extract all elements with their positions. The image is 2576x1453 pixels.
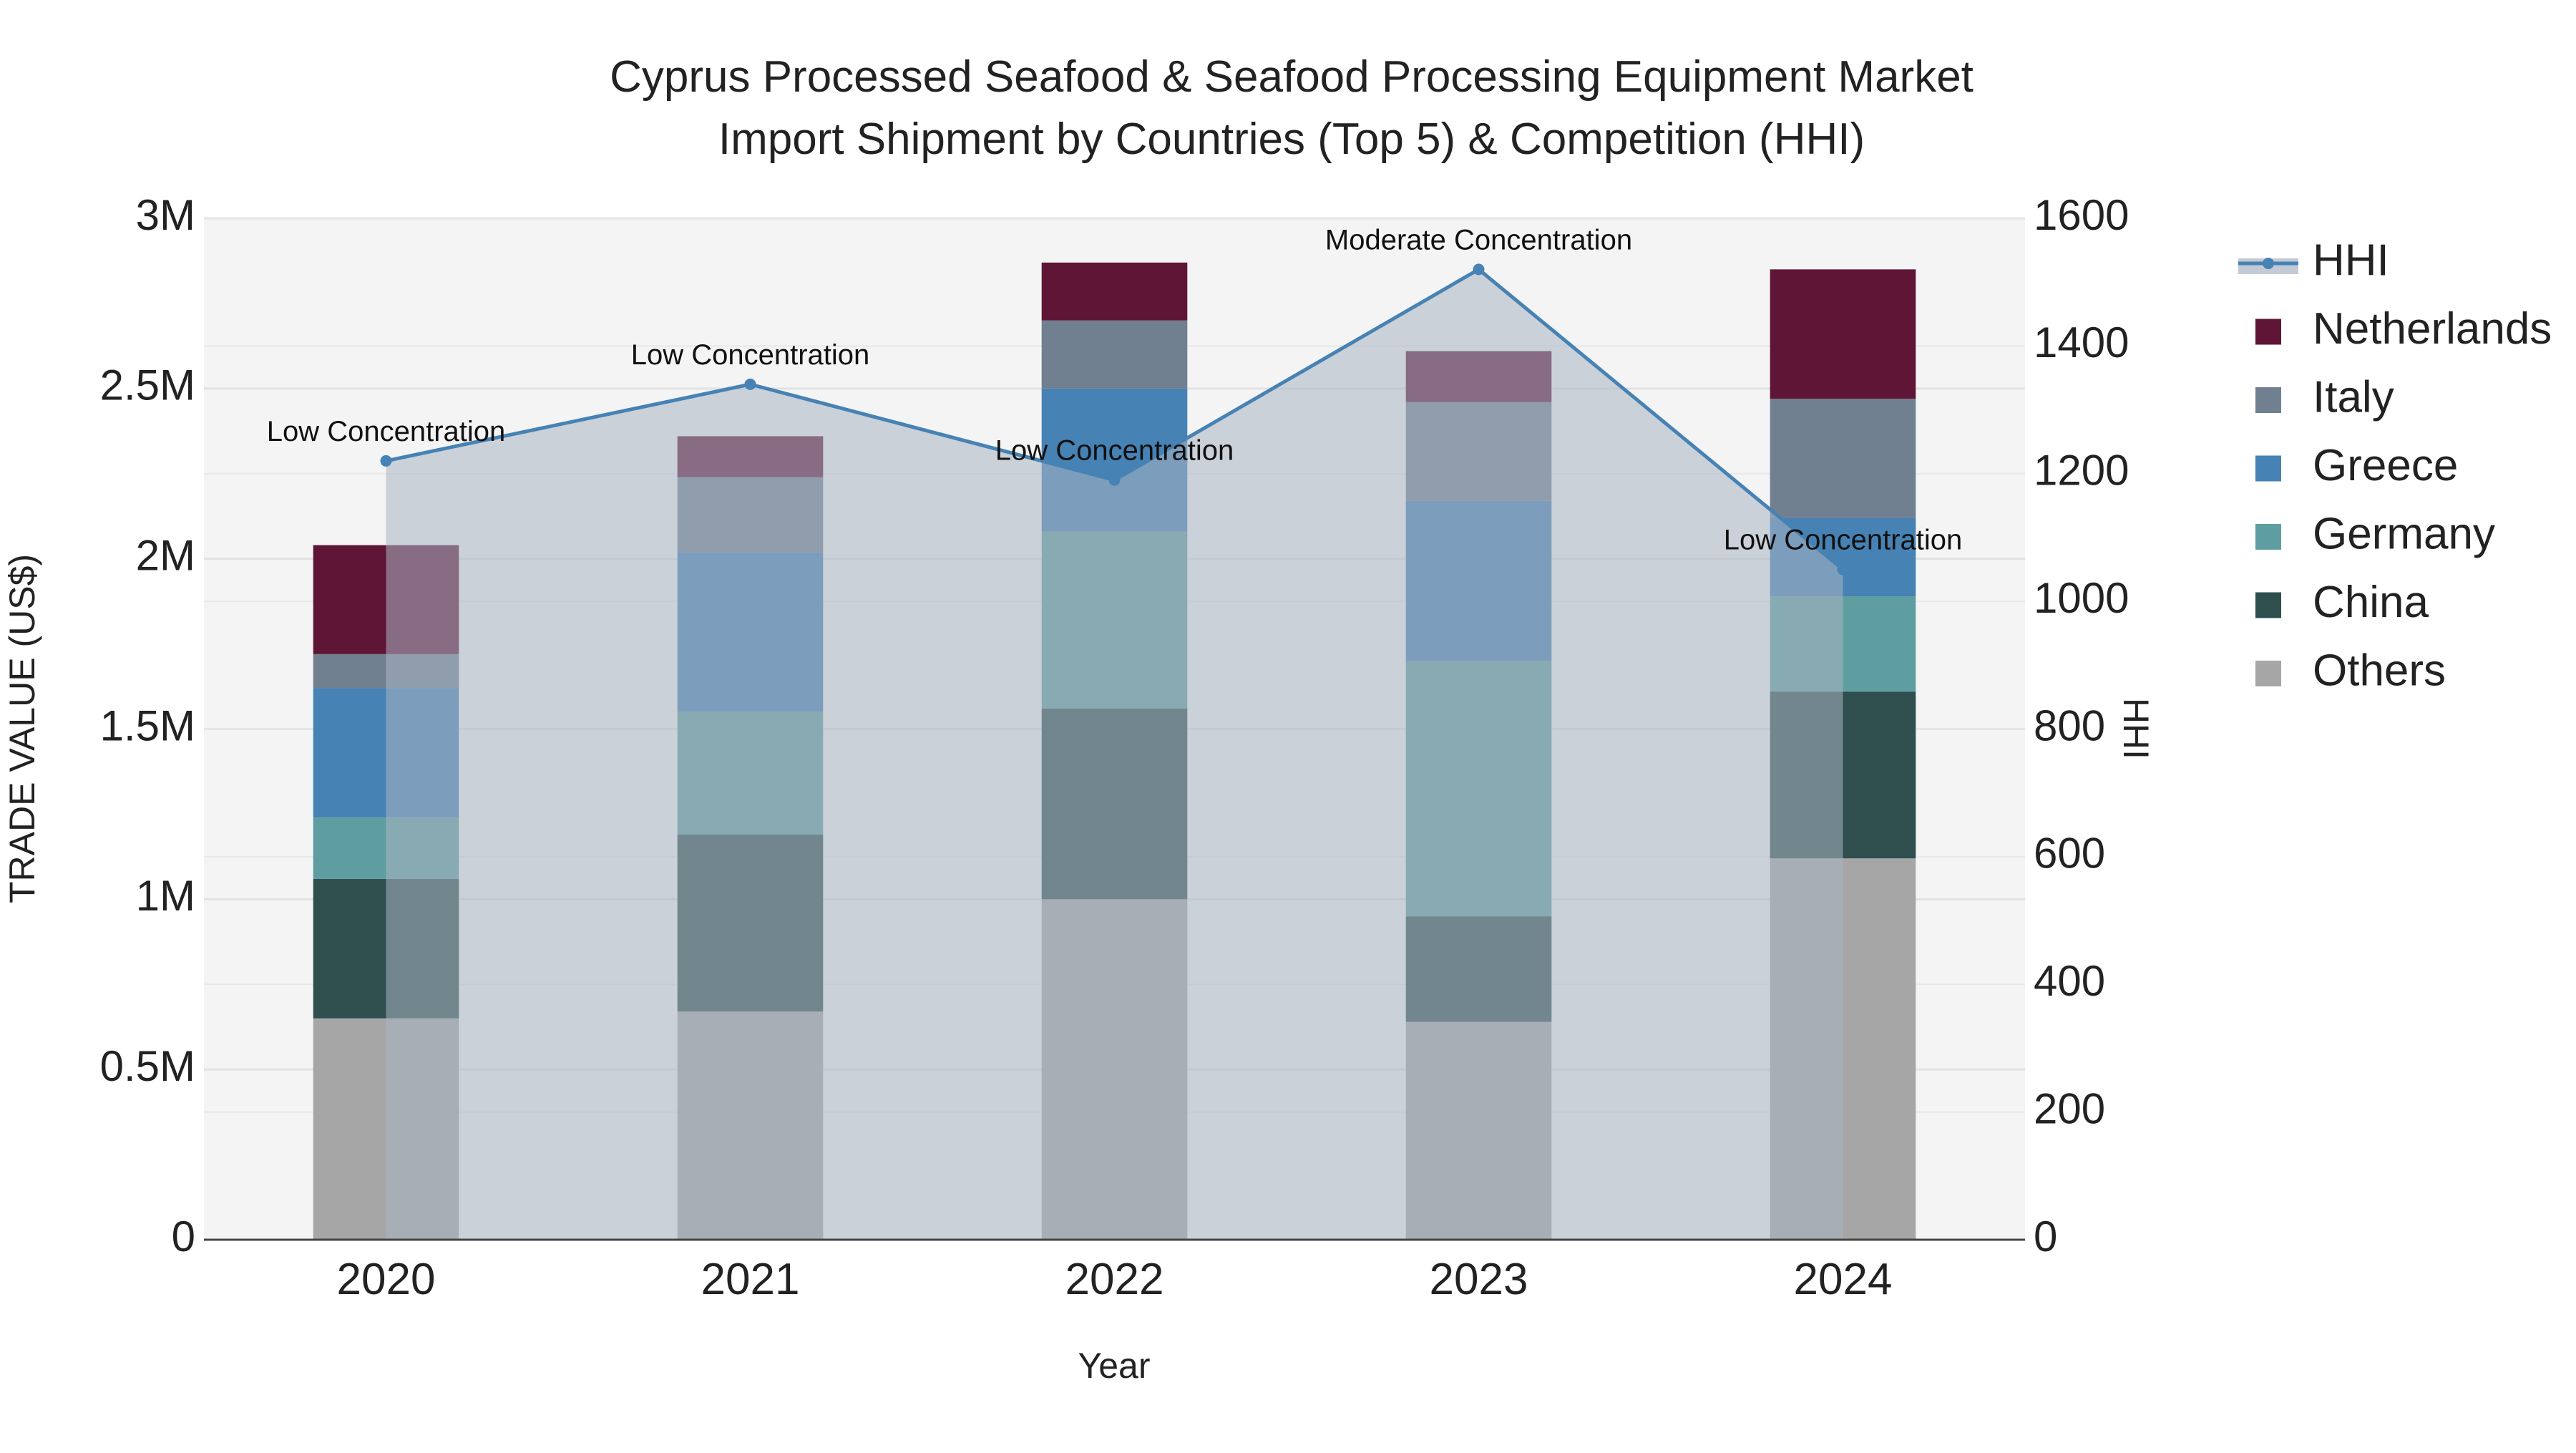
y2-tick-label: 200: [2034, 1084, 2105, 1132]
hhi-line: [380, 263, 1849, 575]
legend-swatch-hhi-marker: [2263, 258, 2274, 269]
hhi-annotation-2024: Low Concentration: [1724, 525, 1963, 556]
hhi-point-2021: [744, 378, 756, 390]
y-tick-label: 2M: [136, 532, 195, 580]
chart-title-line-2: Import Shipment by Countries (Top 5) & C…: [718, 115, 1865, 164]
y2-tick-label: 0: [2034, 1213, 2057, 1260]
hhi-area: [386, 269, 1843, 1240]
y-tick-label: 1.5M: [100, 701, 195, 749]
x-axis-ticks: 2020 2021 2022 2023 2024: [337, 1255, 1893, 1304]
y2-tick-label: 1000: [2034, 574, 2129, 622]
hhi-point-2022: [1108, 474, 1121, 486]
legend-label-hhi: HHI: [2313, 235, 2389, 285]
y-tick-label: 2.5M: [100, 361, 195, 409]
hhi-annotations: Low Concentration Low Concentration Low Co…: [267, 224, 1963, 555]
hhi-annotation-2022: Low Concentration: [995, 435, 1234, 467]
legend-label-china: China: [2313, 578, 2429, 627]
legend-swatch-germany: [2255, 524, 2281, 550]
y-tick-label: 0.5M: [100, 1042, 195, 1090]
hhi-annotation-2023: Moderate Concentration: [1325, 224, 1632, 256]
x-tick-label: 2020: [337, 1255, 436, 1304]
bar-italy-2022: [1041, 320, 1188, 389]
y-tick-label: 0: [172, 1213, 195, 1260]
hhi-point-2024: [1837, 563, 1849, 575]
y2-tick-label: 400: [2034, 957, 2105, 1005]
y2-tick-label: 1600: [2034, 191, 2129, 239]
y-axis-ticks: 0 0.5M 1M 1.5M 2M 2.5M 3M: [100, 191, 195, 1260]
y2-tick-label: 1200: [2034, 447, 2129, 495]
legend-swatch-italy: [2255, 387, 2281, 413]
y2-tick-label: 1400: [2034, 319, 2129, 366]
hhi-point-2023: [1473, 263, 1485, 276]
x-axis-title: Year: [1078, 1346, 1150, 1386]
legend-swatch-china: [2255, 592, 2281, 618]
bar-netherlands-2024: [1770, 269, 1916, 399]
y-axis-title: TRADE VALUE (US$): [2, 554, 42, 903]
bar-italy-2024: [1770, 399, 1916, 518]
legend-label-germany: Germany: [2313, 509, 2495, 558]
y2-axis-ticks: 0 200 400 600 800 1000 1200 1400 1600: [2034, 191, 2129, 1260]
legend: HHI Netherlands Italy Greece Germany China Oth…: [2238, 235, 2552, 695]
legend-label-greece: Greece: [2313, 441, 2458, 490]
hhi-annotation-2021: Low Concentration: [631, 339, 870, 371]
y-tick-label: 3M: [136, 191, 195, 239]
y2-tick-label: 600: [2034, 830, 2105, 878]
legend-label-others: Others: [2313, 646, 2446, 695]
chart-title-line-1: Cyprus Processed Seafood & Seafood Proce…: [610, 52, 1974, 102]
hhi-point-2020: [380, 455, 392, 467]
bar-netherlands-2022: [1041, 262, 1188, 321]
x-tick-label: 2023: [1430, 1255, 1528, 1304]
y-tick-label: 1M: [136, 872, 195, 920]
x-tick-label: 2022: [1065, 1255, 1164, 1304]
legend-label-netherlands: Netherlands: [2313, 304, 2552, 354]
x-tick-label: 2024: [1794, 1255, 1893, 1304]
legend-swatch-greece: [2255, 455, 2281, 482]
legend-label-italy: Italy: [2313, 372, 2394, 422]
x-tick-label: 2021: [701, 1255, 800, 1304]
y2-tick-label: 800: [2034, 701, 2105, 749]
legend-swatch-others: [2255, 661, 2281, 686]
legend-swatch-netherlands: [2255, 319, 2281, 345]
y2-axis-title: HHI: [2116, 698, 2156, 759]
hhi-area-fill: [386, 269, 1843, 1240]
hhi-annotation-2020: Low Concentration: [267, 416, 506, 447]
